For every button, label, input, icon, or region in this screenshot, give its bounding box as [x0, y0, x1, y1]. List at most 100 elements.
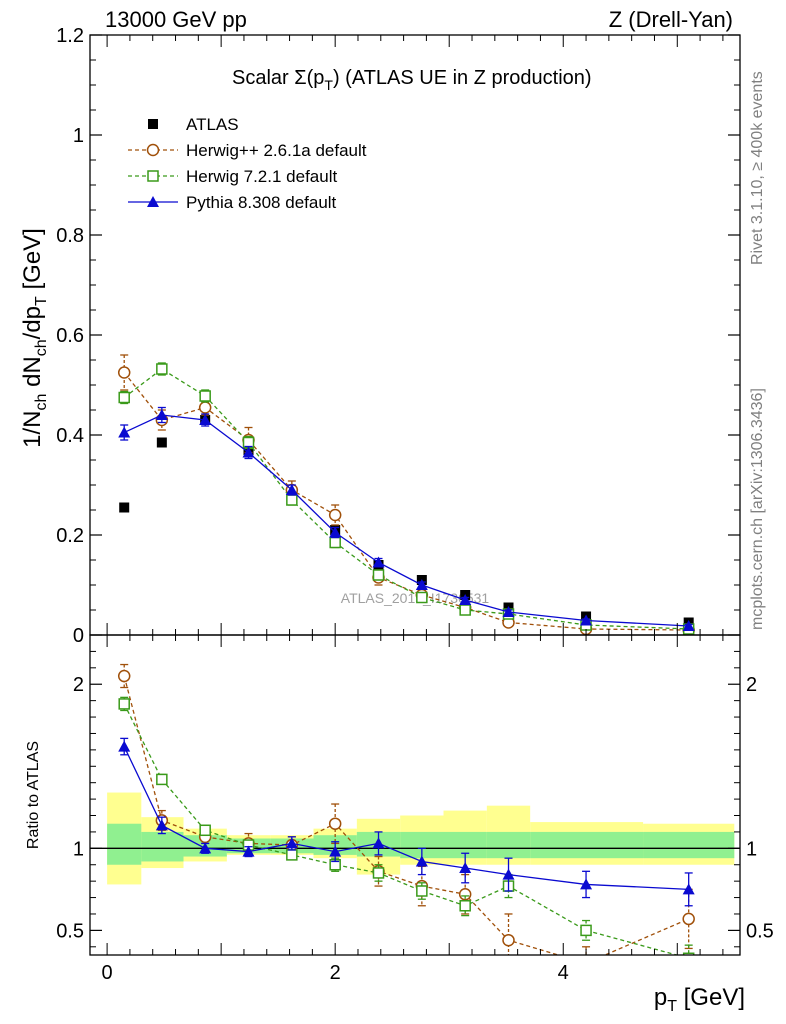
data-point-pythia — [682, 620, 695, 631]
legend-entry-herwigpp: Herwig++ 2.6.1a default — [128, 141, 367, 160]
data-point-herwig7 — [286, 494, 298, 506]
y-tick-label: 0.2 — [56, 525, 84, 547]
series-line-herwigpp — [123, 675, 689, 955]
data-point-herwig7 — [416, 591, 428, 604]
data-point-pythia — [459, 594, 472, 605]
legend: ATLAS Herwig++ 2.6.1a default Herwig 7.2… — [128, 115, 367, 212]
data-point-herwig7 — [459, 604, 471, 616]
uncertainty-band-inner — [643, 831, 735, 859]
main-plot: 0 0.2 0.4 0.6 0.8 1 1.2 — [56, 25, 741, 647]
x-tick-label: 4 — [558, 962, 569, 984]
data-point-herwigpp — [502, 933, 515, 947]
series-line-herwig7 — [123, 368, 689, 630]
series-line-herwigpp — [123, 372, 689, 631]
data-point-pythia — [580, 614, 593, 626]
data-point-herwig7 — [156, 773, 168, 786]
legend-entry-pythia: Pythia 8.308 default — [128, 193, 337, 212]
data-point-pythia — [329, 845, 342, 857]
chart-title: Scalar Σ(pT) (ATLAS UE in Z production) — [232, 67, 592, 93]
data-point-pythia — [285, 484, 298, 495]
energy-label: 13000 GeV pp — [105, 7, 247, 32]
data-point-herwig7 — [329, 536, 341, 549]
legend-entry-herwig7: Herwig 7.2.1 default — [128, 167, 337, 186]
svg-text:Pythia 8.308 default: Pythia 8.308 default — [186, 193, 337, 212]
data-point-pythia — [415, 855, 428, 867]
data-point-pythia — [199, 414, 212, 425]
data-point-pythia — [155, 409, 168, 420]
data-point-pythia — [580, 878, 593, 890]
y-tick-label: 0.6 — [56, 325, 84, 347]
data-point-pythia — [459, 862, 472, 874]
data-point-atlas — [156, 437, 167, 448]
data-point-pythia — [285, 837, 298, 849]
y-tick-label: 0.8 — [56, 225, 84, 247]
svg-text:Herwig++ 2.6.1a default: Herwig++ 2.6.1a default — [186, 141, 367, 160]
uncertainty-band-inner — [107, 823, 142, 865]
svg-text:Herwig 7.2.1 default: Herwig 7.2.1 default — [186, 167, 337, 186]
x-tick-label: 2 — [330, 962, 341, 984]
data-point-pythia — [155, 819, 168, 831]
data-point-herwigpp — [458, 888, 472, 901]
legend-entry-atlas: ATLAS — [148, 115, 239, 134]
data-point-atlas — [119, 502, 130, 513]
data-point-pythia — [329, 526, 342, 538]
y-tick-label-right: 1 — [746, 838, 757, 860]
y-tick-label: 0 — [73, 625, 84, 647]
data-point-pythia — [242, 446, 255, 458]
data-point-pythia — [502, 868, 515, 880]
uncertainty-band-inner — [530, 831, 644, 859]
data-point-herwig7 — [118, 698, 130, 710]
data-point-herwig7 — [118, 391, 130, 404]
y-tick-label: 1 — [73, 125, 84, 147]
data-point-herwig7 — [416, 885, 428, 897]
data-point-herwigpp — [581, 958, 592, 969]
data-point-pythia — [242, 845, 255, 857]
ratio-plot-area — [90, 663, 740, 969]
y-tick-label-right: 0.5 — [746, 920, 774, 942]
data-point-herwigpp — [117, 669, 131, 683]
data-point-herwigpp — [328, 817, 342, 830]
data-point-pythia — [415, 579, 428, 590]
data-point-herwig7 — [286, 849, 298, 861]
data-point-herwig7 — [199, 390, 211, 402]
y-tick-label: 2 — [73, 674, 84, 696]
data-point-pythia — [682, 883, 695, 895]
data-point-herwig7 — [199, 824, 211, 837]
y-tick-label: 0.4 — [56, 425, 84, 447]
data-point-herwig7 — [372, 569, 385, 581]
data-point-herwig7 — [580, 924, 592, 937]
data-point-pythia — [502, 606, 515, 617]
analysis-watermark: ATLAS_2019_I1736531 — [341, 590, 490, 606]
y-tick-label: 0.5 — [56, 920, 84, 942]
data-point-herwigpp — [682, 912, 695, 926]
data-point-herwig7 — [682, 952, 695, 955]
mcplots-label: mcplots.cern.ch [arXiv:1306.3436] — [749, 388, 766, 630]
series-line-herwig7 — [123, 703, 680, 955]
data-point-herwigpp — [198, 401, 212, 414]
main-y-axis-label: 1/Nch dNch/dpT [GeV] — [19, 228, 50, 448]
y-tick-label: 1 — [73, 838, 84, 860]
process-label: Z (Drell-Yan) — [609, 7, 733, 32]
series-line-pythia — [123, 746, 689, 891]
uncertainty-band-inner — [486, 831, 531, 859]
y-tick-label: 1.2 — [56, 25, 84, 47]
data-point-herwig7 — [372, 867, 385, 879]
rivet-label: Rivet 3.1.10, ≥ 400k events — [749, 71, 766, 265]
uncertainty-band-inner — [141, 831, 184, 862]
data-point-pythia — [372, 556, 385, 568]
x-axis-label: pT [GeV] — [654, 984, 745, 1015]
data-point-pythia — [199, 842, 212, 854]
data-point-herwig7 — [459, 900, 471, 912]
svg-text:ATLAS: ATLAS — [186, 115, 239, 134]
series-line-pythia — [123, 414, 689, 627]
main-plot-area — [117, 354, 695, 635]
data-point-herwigpp — [328, 508, 342, 522]
y-tick-label-right: 2 — [746, 674, 757, 696]
ratio-plot: 0.5 0.5 1 1 2 2 0 2 4 — [56, 634, 774, 984]
data-point-pythia — [118, 740, 131, 752]
x-tick-label: 0 — [102, 962, 113, 984]
data-point-pythia — [118, 426, 131, 438]
data-point-herwigpp — [117, 366, 131, 379]
data-point-pythia — [372, 837, 385, 849]
